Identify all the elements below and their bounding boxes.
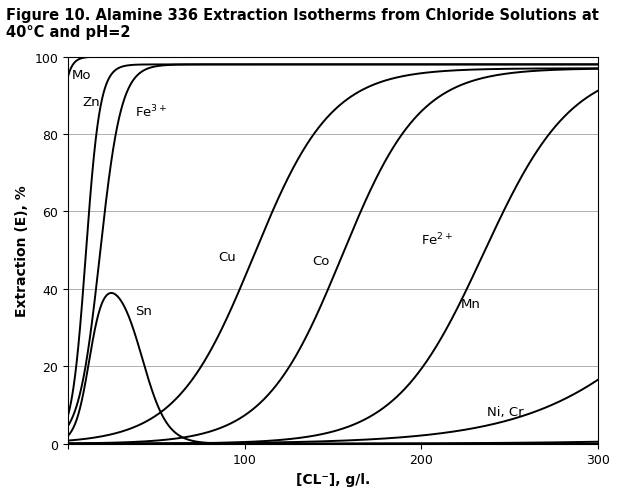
Text: Cu: Cu [218, 250, 236, 264]
Text: Zn: Zn [82, 96, 100, 109]
Text: Sn: Sn [135, 305, 152, 318]
Text: Mn: Mn [460, 297, 480, 310]
X-axis label: [CL⁻], g/l.: [CL⁻], g/l. [296, 472, 370, 486]
Text: Co: Co [312, 255, 329, 268]
Text: Fe$^{2+}$: Fe$^{2+}$ [421, 231, 454, 248]
Text: Fe$^{3+}$: Fe$^{3+}$ [135, 104, 168, 120]
Text: Mo: Mo [72, 69, 91, 82]
Text: Ni, Cr: Ni, Cr [487, 405, 523, 418]
Text: Figure 10. Alamine 336 Extraction Isotherms from Chloride Solutions at 40°C and : Figure 10. Alamine 336 Extraction Isothe… [6, 8, 599, 40]
Y-axis label: Extraction (E), %: Extraction (E), % [15, 185, 29, 317]
